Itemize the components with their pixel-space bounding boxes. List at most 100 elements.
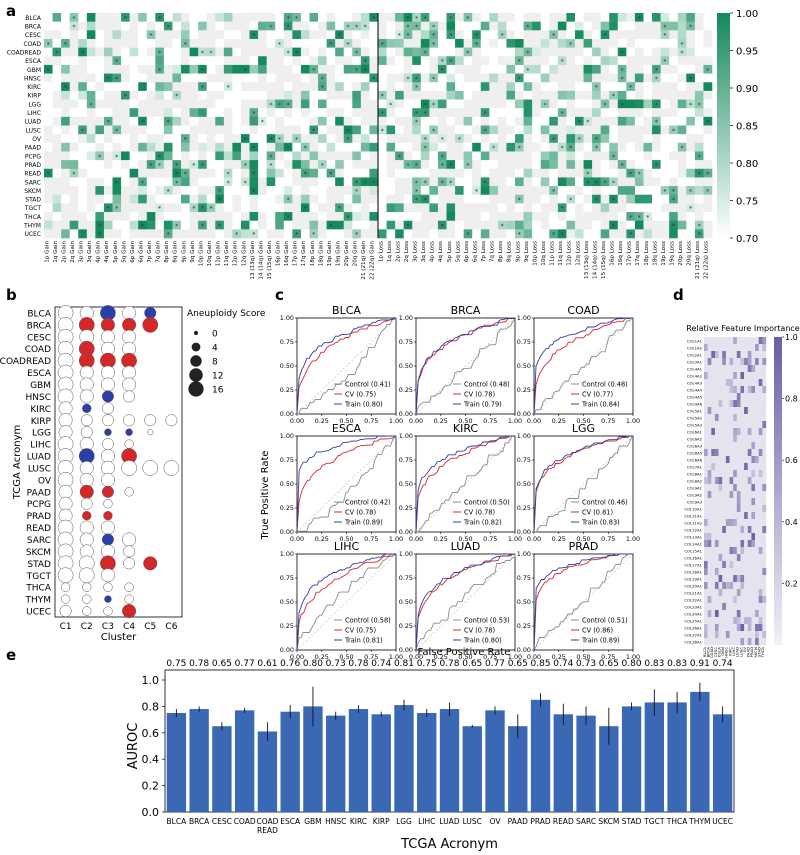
x-tick-label: 1.00 (626, 653, 640, 661)
heatmap-column-label: 10p Loss (532, 241, 538, 266)
roc-diagonal (533, 435, 634, 533)
feature-cell (733, 575, 738, 583)
heatmap-cell (103, 21, 113, 31)
heatmap-cell-marker: * (184, 171, 187, 178)
heatmap-cell (275, 151, 285, 161)
heatmap-cell (395, 64, 404, 74)
feature-cell (744, 512, 748, 520)
heatmap-cell (540, 64, 550, 74)
heatmap-column-label: 1p Gain (44, 241, 50, 263)
heatmap-cell (378, 99, 387, 109)
heatmap-cell (694, 47, 704, 57)
x-tick-label: 0.75 (601, 653, 615, 661)
heatmap-cell (420, 82, 430, 92)
feature-cell (751, 456, 756, 464)
bar-KIRP (371, 714, 391, 812)
heatmap-cell (703, 82, 713, 92)
heatmap-cell-marker: * (64, 41, 67, 48)
heatmap-cell (583, 82, 593, 92)
heatmap-cell (694, 168, 704, 178)
heatmap-cell (437, 160, 447, 170)
feature-cell (736, 463, 741, 471)
heatmap-cell (275, 142, 285, 152)
heatmap-cell (566, 229, 576, 239)
heatmap-cell-marker: * (304, 206, 307, 213)
y-tick-label: 0.50 (517, 362, 531, 370)
heatmap-cell (146, 194, 156, 204)
heatmap-cell-marker: * (107, 119, 110, 126)
heatmap-cell (523, 142, 533, 152)
heatmap-cell (163, 194, 173, 204)
y-tick-label: 0.50 (399, 598, 413, 606)
heatmap-cell (275, 47, 285, 57)
heatmap-cell (258, 194, 267, 204)
heatmap-column-label: 12p Loss (567, 241, 573, 266)
feature-cell (714, 407, 719, 415)
heatmap-cell-marker: * (201, 67, 204, 74)
heatmap-column-label: 19p Loss (661, 241, 667, 266)
feature-cell (747, 428, 752, 436)
heatmap-cell (497, 90, 507, 100)
heatmap-cell (198, 56, 208, 66)
heatmap-cell (78, 194, 88, 204)
x-tick-label: HNSC (325, 817, 346, 826)
feature-cell (740, 617, 745, 625)
feature-cell (733, 491, 738, 499)
heatmap-cell (61, 30, 70, 40)
heatmap-cell (532, 13, 542, 22)
heatmap-cell (660, 220, 670, 230)
colorbar-tick-label: 0.95 (736, 47, 758, 58)
feature-cell (736, 631, 741, 639)
heatmap-cell (172, 125, 182, 135)
feature-cell (747, 477, 752, 485)
heatmap-cell (386, 64, 396, 74)
feature-cell (758, 484, 763, 492)
heatmap-cell (574, 151, 584, 161)
feature-cell (718, 344, 723, 352)
heatmap-cell (146, 168, 156, 178)
heatmap-cell (446, 194, 456, 204)
heatmap-cell (395, 21, 404, 31)
heatmap-cell (292, 38, 302, 48)
heatmap-cell (489, 203, 499, 213)
feature-cell (751, 400, 756, 408)
feature-cell (755, 610, 759, 618)
heatmap-cell (626, 64, 636, 74)
heatmap-cell (540, 90, 550, 100)
feature-column-label: GBM (720, 647, 725, 656)
heatmap-cell (463, 73, 473, 83)
heatmap-cell-marker: * (55, 50, 58, 57)
heatmap-cell-marker: * (167, 119, 170, 126)
heatmap-cell (660, 194, 670, 204)
heatmap-cell (515, 220, 524, 230)
heatmap-cell (395, 194, 404, 204)
heatmap-cell (437, 194, 447, 204)
feature-cell (740, 421, 745, 429)
heatmap-cell (129, 73, 139, 83)
heatmap-cell (232, 134, 242, 144)
heatmap-cell (506, 220, 516, 230)
heatmap-cell (52, 134, 62, 144)
heatmap-cell (61, 212, 70, 221)
heatmap-cell (626, 220, 636, 230)
heatmap-cell (258, 125, 267, 135)
heatmap-cell (283, 13, 293, 22)
heatmap-cell (292, 108, 302, 118)
heatmap-cell (283, 99, 293, 109)
heatmap-cell (172, 168, 182, 178)
feature-cell (707, 351, 712, 359)
feature-cell (714, 498, 719, 506)
heatmap-cell (386, 125, 396, 135)
heatmap-cell (592, 56, 601, 66)
y-tick-label: 0.2 (142, 780, 160, 793)
heatmap-cell (86, 73, 96, 83)
heatmap-cell-marker: * (681, 41, 684, 48)
feature-cell (740, 365, 745, 373)
bubble-CESC-C4 (122, 329, 137, 344)
heatmap-cell (472, 186, 482, 196)
heatmap-cell (412, 47, 422, 57)
heatmap-cell (44, 21, 53, 31)
heatmap-cell (352, 38, 362, 48)
heatmap-cell (215, 186, 225, 196)
feature-cell (733, 582, 738, 590)
